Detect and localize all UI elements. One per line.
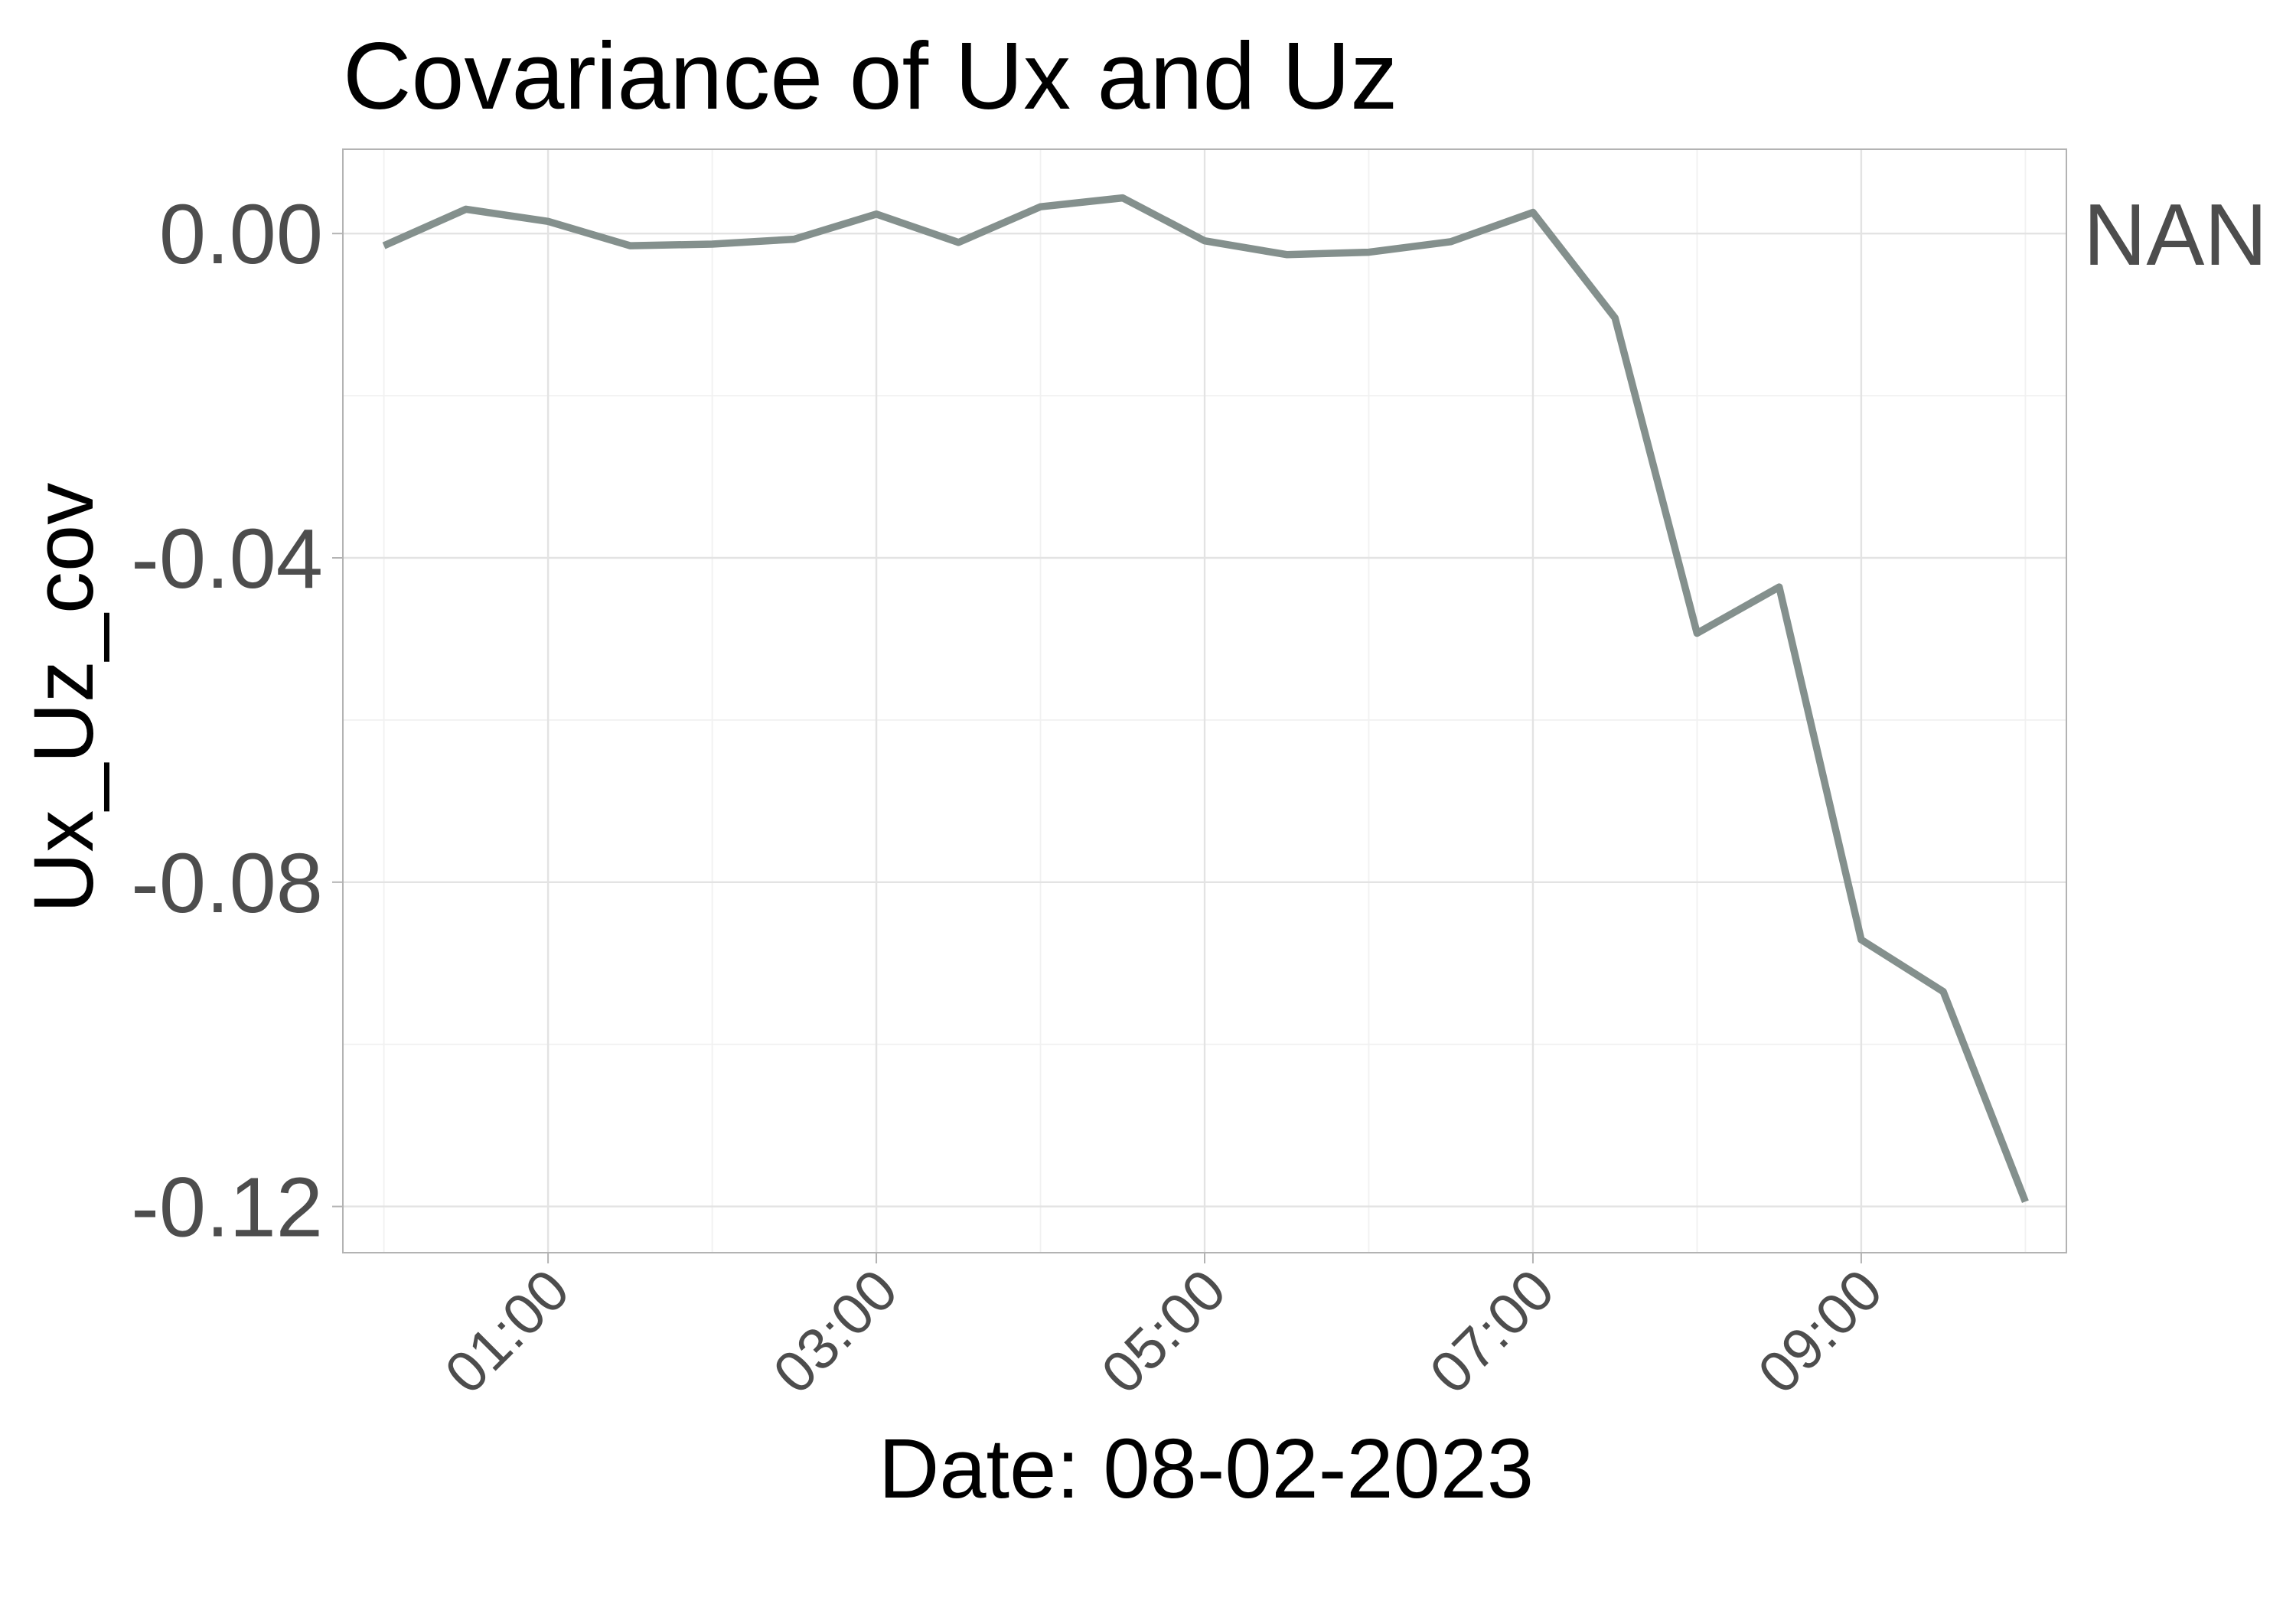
y-tick-label: -0.04 [131,512,323,606]
y-axis-title: Ux_Uz_cov [17,483,111,913]
x-axis-ticks: 01:00 03:00 05:00 07:00 09:00 [433,1253,1895,1407]
series-layer [382,194,2029,1204]
legend-series-label: NAN [2083,187,2268,284]
y-tick-label: -0.12 [131,1161,323,1255]
x-tick-label: 09:00 [1746,1257,1895,1407]
x-tick-label: 05:00 [1089,1257,1238,1407]
x-tick-label: 07:00 [1417,1257,1567,1407]
x-axis-title: Date: 08-02-2023 [879,1422,1534,1516]
minor-gridlines-x [383,149,2027,1253]
plot-panel [342,148,2067,1253]
chart-title: Covariance of Ux and Uz [343,24,1397,129]
y-tick-label: 0.00 [159,187,323,282]
x-tick-label: 03:00 [761,1257,910,1407]
major-gridlines-x [546,149,1863,1253]
y-tick-label: -0.08 [131,836,323,931]
y-axis-ticks: 0.00 -0.04 -0.08 -0.12 [131,187,343,1255]
x-tick-label: 01:00 [433,1257,582,1407]
series-line [382,194,2029,1204]
